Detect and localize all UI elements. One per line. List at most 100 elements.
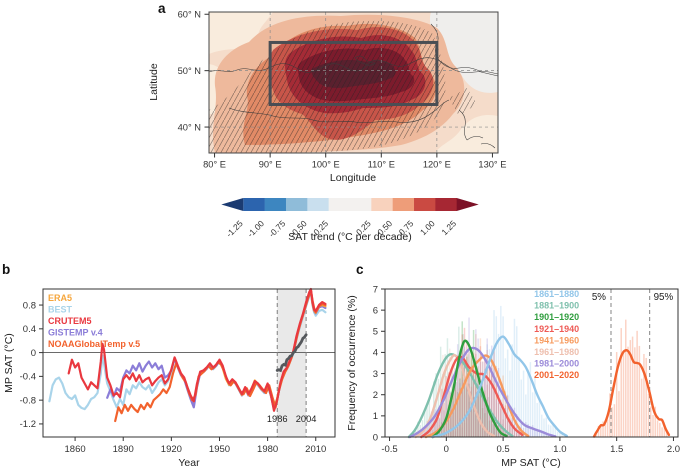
histogram-bar	[540, 431, 543, 437]
histogram-bar	[419, 434, 421, 437]
histogram-bar	[525, 394, 527, 437]
histogram-bar	[501, 423, 503, 437]
histogram-bar	[554, 425, 557, 437]
colorbar-tick-label: -1.25	[224, 218, 245, 239]
histogram-bar	[439, 346, 442, 437]
lon-tick-label: 100° E	[312, 160, 340, 170]
histogram-bar	[495, 316, 498, 437]
legend-entry-1941-1960: 1941–1960	[534, 335, 579, 345]
histogram-bar	[527, 423, 529, 437]
distribution-curve-1981-2000	[408, 346, 557, 439]
histogram-bar	[477, 366, 479, 437]
histogram-bar	[441, 402, 443, 437]
histogram-bar	[466, 415, 468, 437]
significance-hatching	[209, 20, 477, 153]
histogram-bar	[445, 376, 448, 437]
histogram-bar	[436, 411, 438, 437]
histogram-bar	[547, 434, 550, 437]
histogram-bar	[417, 421, 419, 437]
histogram-bar	[556, 431, 559, 437]
histogram-bar	[461, 321, 463, 437]
histogram-bar	[509, 419, 511, 437]
colorbar-segment	[328, 198, 372, 211]
colorbar-segment	[371, 198, 393, 211]
colorbar-tick-label: -1.00	[245, 218, 266, 239]
histogram-bar	[647, 393, 650, 437]
lon-tick-label: 130° E	[478, 160, 506, 170]
histogram-bar	[459, 382, 461, 437]
x-tick-label: 2.0	[667, 444, 680, 455]
histogram-bar	[478, 412, 481, 437]
histogram-bar	[503, 428, 505, 437]
histogram-bar	[500, 407, 502, 437]
histogram-bar	[627, 346, 629, 437]
histogram-bar	[447, 407, 450, 437]
histogram-bar	[536, 402, 538, 437]
histogram-bar	[485, 405, 487, 437]
histogram-bar	[439, 386, 442, 437]
histogram-bar	[615, 352, 618, 437]
histogram-bar	[461, 427, 463, 437]
histogram-bar	[471, 355, 474, 437]
map-level-light-topleft	[209, 12, 273, 54]
y-tick-label: -0.8	[20, 395, 36, 406]
histogram-bar	[455, 390, 458, 437]
histogram-bar	[450, 397, 452, 437]
histogram-bar	[656, 420, 659, 437]
map-level-neutral-patch	[429, 12, 498, 93]
y-tick-label: -1.2	[20, 419, 36, 430]
histogram-bar	[638, 345, 641, 437]
histogram-bar	[525, 422, 527, 437]
histogram-bar	[486, 403, 488, 437]
histogram-bar	[531, 425, 534, 437]
histogram-bar	[488, 349, 491, 437]
histogram-bar	[527, 369, 529, 437]
histogram-bar	[452, 401, 454, 437]
histogram-bar	[436, 416, 438, 437]
histogram-bar	[495, 366, 498, 437]
histogram-bar	[513, 318, 516, 437]
histogram-bar	[495, 426, 498, 437]
coastline-south-border	[228, 99, 450, 123]
plot-frame	[42, 288, 336, 438]
histogram-bar	[509, 419, 511, 437]
histogram-bar	[631, 336, 634, 437]
histogram-bar	[547, 424, 550, 437]
colorbar-tick-label: 1.00	[418, 218, 437, 237]
histogram-bar	[483, 425, 485, 437]
distribution-curve-1901-1920	[431, 339, 508, 439]
histogram-bar	[625, 319, 627, 437]
histogram-bar	[492, 424, 494, 437]
histogram-bar	[435, 373, 437, 437]
histogram-bar	[559, 431, 561, 437]
histogram-bar	[441, 422, 443, 437]
histogram-bar	[472, 329, 475, 437]
legend-entry-1881-1900: 1881–1900	[534, 301, 579, 311]
histogram-bar	[444, 369, 446, 437]
panel-a-label: a	[158, 1, 166, 16]
histogram-bar	[522, 431, 525, 437]
distribution-curve-1961-1980	[414, 354, 496, 439]
histogram-bar	[509, 414, 511, 437]
histogram-bar	[491, 418, 493, 437]
histogram-bar	[486, 344, 488, 437]
x-tick-label: 1890	[113, 444, 134, 455]
histogram-bar	[506, 420, 509, 437]
histogram-bar	[518, 434, 520, 437]
histogram-bar	[488, 362, 491, 437]
histogram-bar	[609, 393, 611, 437]
distribution-x-axis-title: MP SAT (°C)	[501, 457, 561, 469]
x-tick-label: 1950	[209, 444, 230, 455]
histogram-bar	[466, 339, 468, 437]
histogram-bar	[456, 344, 459, 437]
distribution-y-axis-title: Frequency of occurrence (%)	[346, 295, 358, 430]
legend-entry-2001-2020: 2001–2020	[534, 370, 579, 380]
histogram-bar	[450, 418, 452, 437]
map-overlay	[268, 40, 439, 106]
histogram-bar	[540, 414, 543, 437]
histogram-bar	[454, 431, 457, 437]
x-tick-label: 0	[444, 444, 449, 455]
y-tick-label: 0.8	[23, 300, 36, 311]
histogram-bar	[430, 423, 433, 437]
histogram-bar	[606, 419, 609, 437]
